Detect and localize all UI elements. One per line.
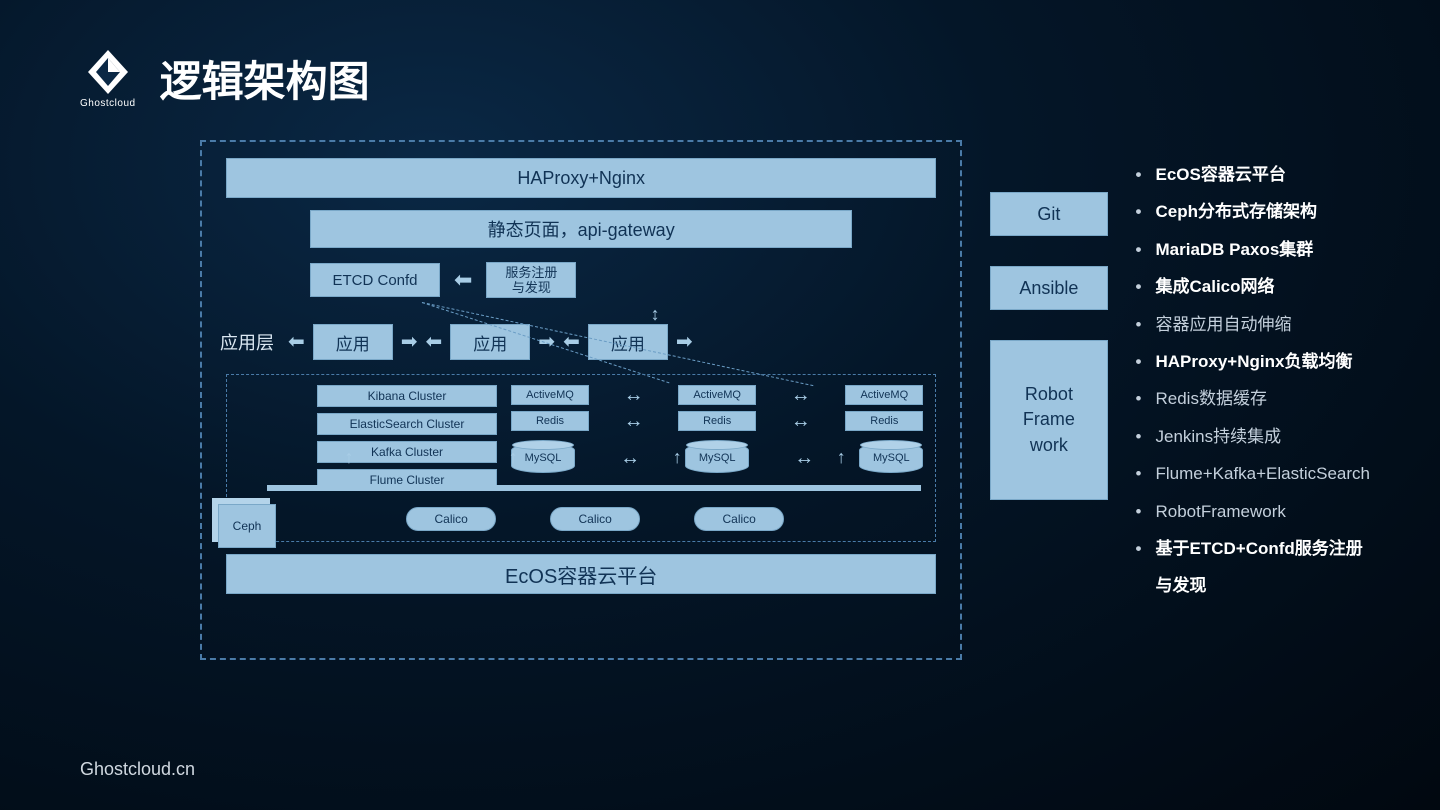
arrow-icon: ⬅ bbox=[288, 332, 305, 352]
bullet-item: Redis数据缓存 bbox=[1136, 380, 1371, 417]
app-box: 应用 bbox=[313, 324, 393, 360]
bullet-item: HAProxy+Nginx负载均衡 bbox=[1136, 343, 1371, 380]
bidir-arrow-icon: ↔ bbox=[624, 411, 644, 431]
service-grid: ActiveMQ ↔ ActiveMQ ↔ ActiveMQ Redis ↔ R… bbox=[511, 385, 923, 491]
main-content: HAProxy+Nginx 静态页面，api-gateway ETCD Conf… bbox=[200, 140, 1370, 680]
up-arrow-icon: ↑ bbox=[673, 447, 682, 467]
activemq-box: ActiveMQ bbox=[845, 385, 923, 405]
arrow-left-icon: ⬅ bbox=[454, 267, 472, 293]
ceph-box: Ceph bbox=[218, 504, 276, 548]
git-box: Git bbox=[990, 192, 1107, 236]
robot-framework-box: RobotFramework bbox=[990, 340, 1107, 500]
up-arrows-row: ↑ ↑ ↑ ↑ bbox=[267, 447, 923, 467]
app-box: 应用 bbox=[588, 324, 668, 360]
calico-row: Calico Calico Calico bbox=[267, 507, 923, 531]
architecture-diagram: HAProxy+Nginx 静态页面，api-gateway ETCD Conf… bbox=[200, 140, 962, 660]
robot-framework-label: RobotFramework bbox=[1023, 382, 1075, 458]
bidir-arrow-icon: ↔ bbox=[624, 385, 644, 405]
bullet-item: 容器应用自动伸缩 bbox=[1136, 306, 1371, 343]
ansible-box: Ansible bbox=[990, 266, 1107, 310]
etcd-box: ETCD Confd bbox=[310, 263, 440, 297]
bullet-item: Flume+Kafka+ElasticSearch bbox=[1136, 455, 1371, 492]
bullet-item: Jenkins持续集成 bbox=[1136, 418, 1371, 455]
activemq-box: ActiveMQ bbox=[511, 385, 589, 405]
calico-box: Calico bbox=[694, 507, 784, 531]
calico-box: Calico bbox=[406, 507, 496, 531]
cluster-column: Kibana Cluster ElasticSearch Cluster Kaf… bbox=[317, 385, 497, 491]
service-registry-box: 服务注册 与发现 bbox=[486, 262, 576, 298]
footer-text: Ghostcloud.cn bbox=[80, 759, 195, 780]
bidir-arrow-icon: ↔ bbox=[791, 385, 811, 405]
ghostcloud-icon bbox=[84, 48, 132, 96]
up-arrow-icon: ↑ bbox=[837, 447, 846, 467]
bullet-item: 集成Calico网络 bbox=[1136, 268, 1371, 305]
brand-logo: Ghostcloud bbox=[80, 48, 136, 109]
api-gateway-box: 静态页面，api-gateway bbox=[310, 210, 852, 248]
ecos-platform-box: EcOS容器云平台 bbox=[226, 554, 936, 594]
arrow-icon: ➡ bbox=[401, 332, 418, 352]
bullet-item: 基于ETCD+Confd服务注册与发现 bbox=[1136, 530, 1371, 605]
activemq-box: ActiveMQ bbox=[678, 385, 756, 405]
redis-box: Redis bbox=[678, 411, 756, 431]
bullet-item: MariaDB Paxos集群 bbox=[1136, 231, 1371, 268]
side-column: Git Ansible RobotFramework bbox=[990, 140, 1107, 680]
feature-bullet-list: EcOS容器云平台Ceph分布式存储架构MariaDB Paxos集群集成Cal… bbox=[1136, 140, 1371, 680]
cluster-box: Kibana Cluster bbox=[317, 385, 497, 407]
brand-name: Ghostcloud bbox=[80, 98, 136, 109]
arrow-icon: ➡ bbox=[676, 332, 693, 352]
infra-group: Kibana Cluster ElasticSearch Cluster Kaf… bbox=[226, 374, 936, 542]
bidir-arrow-icon: ↔ bbox=[791, 411, 811, 431]
redis-box: Redis bbox=[511, 411, 589, 431]
bullet-item: EcOS容器云平台 bbox=[1136, 156, 1371, 193]
up-arrow-icon: ↑ bbox=[345, 447, 354, 467]
up-arrow-icon: ↑ bbox=[509, 447, 518, 467]
cluster-box: ElasticSearch Cluster bbox=[317, 413, 497, 435]
calico-box: Calico bbox=[550, 507, 640, 531]
etcd-row: ETCD Confd ⬅ 服务注册 与发现 bbox=[310, 262, 942, 298]
header: Ghostcloud 逻辑架构图 bbox=[80, 48, 370, 109]
arrow-icon: ⬅ bbox=[426, 332, 443, 352]
bus-line bbox=[267, 485, 921, 491]
app-box: 应用 bbox=[450, 324, 530, 360]
redis-box: Redis bbox=[845, 411, 923, 431]
page-title: 逻辑架构图 bbox=[160, 48, 370, 109]
app-layer-label: 应用层 bbox=[220, 329, 274, 355]
bullet-item: Ceph分布式存储架构 bbox=[1136, 193, 1371, 230]
bullet-item: RobotFramework bbox=[1136, 493, 1371, 530]
haproxy-box: HAProxy+Nginx bbox=[226, 158, 936, 198]
